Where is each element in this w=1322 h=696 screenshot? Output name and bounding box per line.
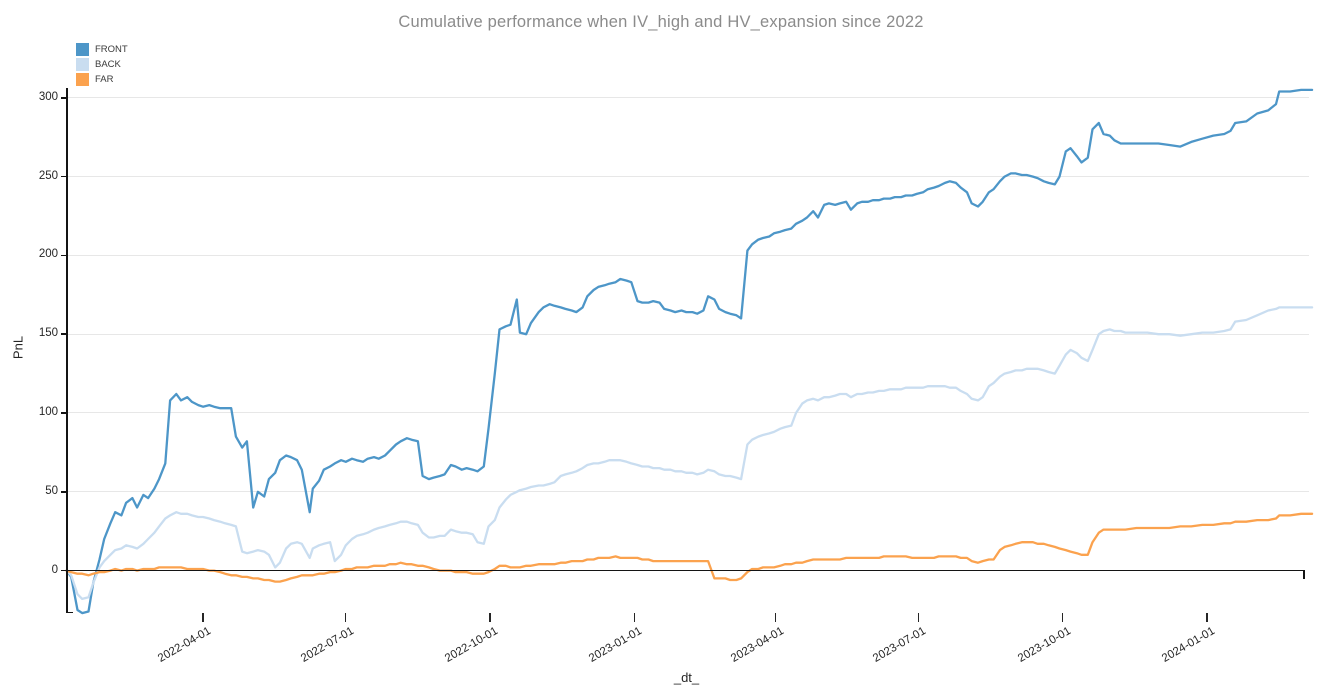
legend-swatch-far bbox=[76, 73, 89, 86]
x-tick-mark bbox=[489, 613, 491, 622]
legend-item-far: FAR bbox=[76, 73, 128, 86]
series-line-far bbox=[65, 512, 1314, 583]
legend-label-far: FAR bbox=[95, 74, 114, 85]
x-tick-mark bbox=[917, 613, 920, 622]
y-tick-mark bbox=[60, 97, 67, 99]
chart-title: Cumulative performance when IV_high and … bbox=[398, 13, 924, 31]
y-tick-mark bbox=[60, 491, 67, 493]
legend-item-front: FRONT bbox=[76, 43, 128, 56]
y-tick-label: 300 bbox=[38, 90, 58, 103]
y-axis-spine-foot bbox=[66, 611, 74, 613]
legend-label-front: FRONT bbox=[95, 44, 128, 55]
y-tick-mark bbox=[60, 175, 67, 178]
y-tick-label: 100 bbox=[38, 405, 58, 418]
x-tick-mark bbox=[345, 613, 347, 622]
x-tick-mark bbox=[1206, 613, 1208, 622]
y-tick-label: 250 bbox=[38, 169, 58, 182]
y-tick-label: 150 bbox=[38, 327, 58, 340]
gridline bbox=[68, 491, 1309, 493]
x-tick-mark bbox=[202, 613, 204, 622]
gridline bbox=[68, 254, 1309, 256]
zero-axis-line bbox=[68, 569, 1305, 572]
y-tick-label: 50 bbox=[45, 484, 58, 497]
y-tick-mark bbox=[60, 254, 67, 257]
legend-item-back: BACK bbox=[76, 58, 128, 71]
x-tick-mark bbox=[1061, 613, 1064, 622]
legend-swatch-back bbox=[76, 58, 89, 71]
gridline bbox=[68, 176, 1309, 178]
legend: FRONT BACK FAR bbox=[76, 43, 128, 88]
gridline bbox=[68, 333, 1309, 335]
y-tick-mark bbox=[60, 412, 67, 414]
x-axis-title: _dt_ bbox=[673, 670, 700, 685]
gridline bbox=[68, 412, 1309, 414]
y-tick-label: 200 bbox=[38, 248, 58, 261]
y-tick-mark bbox=[60, 333, 67, 335]
zero-axis-end-tick bbox=[1303, 569, 1305, 579]
y-tick-label: 0 bbox=[51, 563, 58, 576]
gridline bbox=[68, 97, 1309, 99]
series-line-back bbox=[65, 306, 1314, 601]
legend-swatch-front bbox=[76, 43, 89, 56]
x-tick-mark bbox=[774, 613, 777, 622]
legend-label-back: BACK bbox=[95, 59, 121, 70]
y-axis-spine bbox=[66, 88, 68, 613]
series-line-front bbox=[65, 88, 1314, 615]
y-tick-mark bbox=[60, 569, 67, 572]
x-tick-mark bbox=[633, 613, 636, 622]
y-axis-title: PnL bbox=[10, 335, 26, 360]
